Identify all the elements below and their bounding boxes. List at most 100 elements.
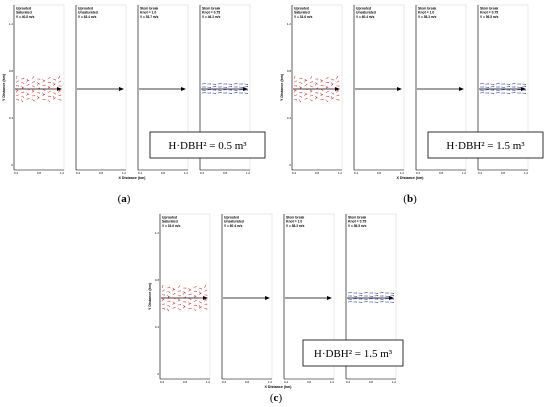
debris-vector-tip [201,297,203,299]
x-tick-label: 0.4 [478,171,483,175]
subplot-frame [353,4,405,171]
x-tick-label: 0.8 [501,171,506,175]
debris-vector-tip [503,86,505,88]
wind-arrow-head [389,296,394,300]
velocity-label: V = 60.4 m/s [356,15,375,19]
debris-vector-tip [185,287,187,289]
debris-vector-tip [162,298,164,300]
debris-vector-tip [48,86,50,88]
debris-vector-tip [312,95,313,97]
x-tick-label: 1.2 [330,380,335,384]
debris-vector-tip [241,89,243,91]
debris-vector-tip [206,289,208,291]
debris-vector-tip [296,99,297,101]
panel-label-close: ) [278,392,282,404]
debris-vector-tip [49,82,51,84]
velocity-label: V = 63.4 m/s [78,15,97,19]
debris-vector-tip [366,292,368,294]
debris-vector-tip [322,89,324,91]
subplot-title: Uprooted [224,216,239,220]
y-tick-label: 1.2 [155,231,160,235]
x-axis-label: X Distance (km) [397,176,425,180]
debris-vector-tip [174,298,176,299]
debris-vector-tip [180,304,181,306]
debris-vector-tip [39,78,41,80]
y-tick-label: 0.8 [9,69,14,73]
debris-vector-tip [60,99,62,101]
debris-vector-tip [38,83,40,85]
debris-vector-tip [215,92,217,94]
wind-arrow-head [521,87,526,91]
subplot-title: Stem break [286,216,304,220]
subplot-frame [291,4,343,171]
debris-vector-tip [169,291,171,293]
debris-vector-tip [195,309,196,311]
x-tick-label: 1.2 [268,380,273,384]
debris-vector-tip [509,86,511,88]
debris-vector-tip [184,305,186,307]
debris-vector-tip [168,295,170,297]
debris-vector-tip [356,301,357,303]
panel-label: (c) [270,392,283,404]
debris-vector-tip [333,79,334,81]
subplot-title: Stem break [480,7,498,11]
x-tick-label: 1.2 [524,171,529,175]
debris-vector-tip [387,298,389,300]
debris-vector-tip [205,285,206,287]
wind-arrow-head [335,87,340,91]
wind-arrow-head [181,87,186,91]
debris-vector-tip [356,298,357,300]
debris-vector-tip [44,98,46,100]
debris-vector-tip [525,89,527,91]
debris-vector-tip [179,309,181,311]
debris-vector-tip [184,292,186,294]
debris-vector-tip [55,79,56,81]
debris-vector-tip [299,101,301,103]
x-tick-label: 0.4 [222,380,227,384]
debris-vector-tip [204,92,206,94]
debris-vector-tip [241,86,243,88]
panel-label-open: ( [118,193,122,205]
debris-vector-tip [296,85,298,87]
velocity-label: V = 33.6 m/s [162,224,181,228]
debris-vector-tip [18,99,19,101]
subplot-frame [159,213,211,380]
subplot-title: Uprooted [356,7,371,11]
debris-vector-tip [17,94,19,96]
x-tick-label: 0.4 [354,171,359,175]
debris-vector-tip [169,286,171,288]
debris-vector-tip [190,293,192,295]
debris-vector-tip [387,292,389,294]
wind-arrow-head [203,296,208,300]
debris-vector-tip [59,90,61,92]
debris-vector-tip [174,289,176,290]
debris-vector-tip [33,90,35,92]
y-tick-label: 1.2 [9,22,14,26]
debris-vector-tip [498,89,500,91]
subplot-subtitle: Knot = 0.75 [480,11,498,15]
wind-arrow-head [397,87,402,91]
debris-vector-tip [525,83,527,85]
annotation-text: H·DBH² = 1.5 m³ [446,140,525,152]
subplot-title: Stem break [202,7,220,11]
debris-vector-tip [361,301,363,303]
x-tick-label: 0.4 [160,380,165,384]
debris-vector-tip [200,302,202,304]
debris-vector-tip [295,90,297,92]
x-tick-label: 0.4 [292,171,297,175]
debris-vector-tip [503,89,505,91]
velocity-label: V = 56.5 m/s [348,224,367,228]
debris-vector-tip [23,96,25,98]
debris-vector-tip [311,100,313,102]
subplot-subtitle: Saturated [16,11,32,15]
debris-vector-tip [225,86,227,88]
debris-vector-tip [205,298,207,300]
debris-vector-tip [482,86,484,88]
panel-label-close: ) [413,193,417,205]
debris-vector-tip [306,93,307,95]
debris-vector-tip [321,80,323,81]
debris-vector-tip [371,295,373,297]
